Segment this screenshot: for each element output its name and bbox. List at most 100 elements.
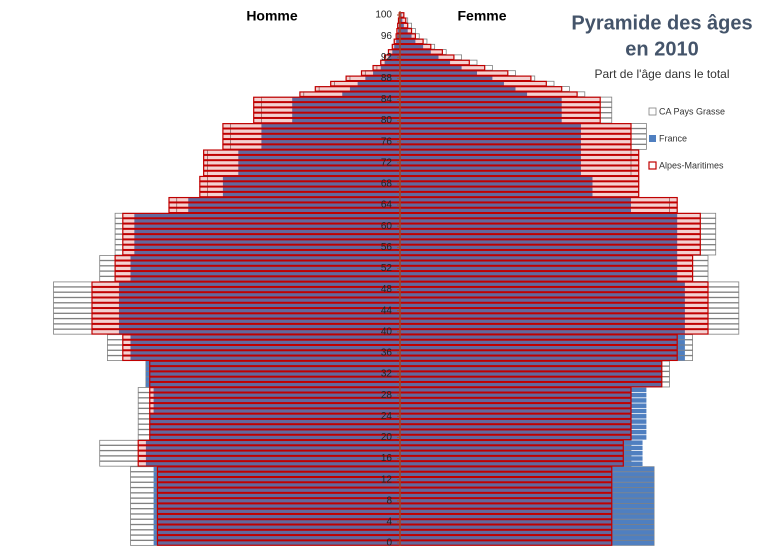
bar bbox=[118, 329, 400, 335]
bar bbox=[222, 186, 400, 192]
bar bbox=[156, 466, 401, 472]
bar bbox=[400, 33, 412, 39]
bar bbox=[118, 313, 400, 319]
bar bbox=[400, 350, 685, 356]
bar bbox=[238, 160, 400, 166]
bar bbox=[203, 159, 401, 166]
bar bbox=[373, 70, 400, 76]
bar bbox=[388, 54, 400, 60]
bar bbox=[399, 423, 632, 430]
bar bbox=[122, 228, 401, 235]
bar bbox=[399, 260, 694, 267]
bar bbox=[399, 270, 694, 277]
bar bbox=[400, 144, 581, 150]
bar bbox=[156, 482, 401, 488]
bar bbox=[399, 450, 624, 457]
bar bbox=[149, 392, 401, 399]
bar bbox=[118, 308, 400, 313]
y-tick-label: 20 bbox=[381, 432, 393, 443]
bar bbox=[400, 424, 647, 430]
bar bbox=[399, 117, 601, 124]
bar bbox=[400, 398, 647, 403]
bar bbox=[153, 498, 400, 504]
bar bbox=[399, 313, 709, 319]
bar bbox=[400, 414, 647, 419]
bar bbox=[399, 429, 632, 435]
bar bbox=[153, 466, 400, 472]
bar bbox=[149, 381, 401, 388]
y-tick-label: 28 bbox=[381, 390, 393, 401]
bar bbox=[153, 392, 400, 398]
bar bbox=[122, 339, 401, 346]
bar bbox=[253, 96, 401, 103]
bar bbox=[156, 487, 401, 494]
bar bbox=[399, 202, 678, 208]
bar bbox=[222, 123, 401, 129]
bar bbox=[399, 413, 632, 420]
bar bbox=[114, 260, 401, 267]
bar bbox=[134, 213, 400, 218]
y-tick-label: 44 bbox=[381, 305, 393, 316]
bar bbox=[400, 313, 685, 319]
bar bbox=[396, 39, 400, 44]
bar bbox=[137, 439, 401, 446]
bar bbox=[399, 339, 678, 346]
bar bbox=[400, 487, 655, 493]
bar bbox=[399, 302, 709, 309]
bar bbox=[400, 535, 655, 540]
bar bbox=[400, 260, 678, 266]
bar bbox=[400, 509, 655, 514]
bar bbox=[149, 429, 401, 435]
bar bbox=[156, 519, 401, 525]
bar bbox=[400, 44, 424, 49]
bar bbox=[399, 318, 709, 325]
bar bbox=[399, 75, 532, 82]
y-tick-label: 100 bbox=[375, 10, 392, 21]
bar bbox=[156, 534, 401, 541]
bar bbox=[400, 134, 581, 139]
bar bbox=[399, 96, 601, 103]
y-tick-label: 88 bbox=[381, 73, 393, 84]
bar bbox=[91, 318, 401, 325]
bar bbox=[153, 403, 400, 408]
bar bbox=[153, 487, 400, 493]
bar bbox=[400, 271, 678, 276]
bar bbox=[399, 508, 613, 515]
bar bbox=[399, 186, 640, 193]
bar bbox=[399, 233, 701, 240]
bar bbox=[149, 418, 401, 425]
bar bbox=[399, 244, 701, 251]
bar bbox=[400, 540, 655, 546]
bar bbox=[400, 229, 678, 234]
bar bbox=[145, 445, 400, 451]
bar bbox=[149, 419, 400, 424]
bar bbox=[153, 408, 400, 414]
bar bbox=[399, 497, 613, 504]
bar bbox=[156, 492, 401, 499]
bar bbox=[399, 503, 613, 509]
bar bbox=[400, 150, 581, 155]
legend-swatch bbox=[649, 135, 656, 142]
bar bbox=[122, 344, 401, 351]
bar bbox=[149, 408, 401, 414]
bar bbox=[130, 355, 400, 361]
bar bbox=[153, 514, 400, 519]
bar bbox=[400, 324, 685, 329]
bar bbox=[118, 324, 400, 329]
bar bbox=[114, 270, 401, 277]
bar bbox=[91, 291, 401, 298]
bar bbox=[400, 472, 655, 477]
bar bbox=[145, 461, 400, 467]
bar bbox=[399, 534, 613, 541]
y-tick-label: 92 bbox=[381, 52, 393, 63]
bar bbox=[400, 255, 678, 261]
bar bbox=[399, 22, 409, 29]
bar bbox=[399, 455, 624, 462]
bar bbox=[400, 81, 504, 86]
bar bbox=[400, 102, 562, 108]
bar bbox=[400, 49, 431, 55]
bar bbox=[400, 355, 685, 361]
bar bbox=[399, 323, 709, 330]
bar bbox=[400, 445, 643, 451]
bar bbox=[399, 128, 632, 135]
